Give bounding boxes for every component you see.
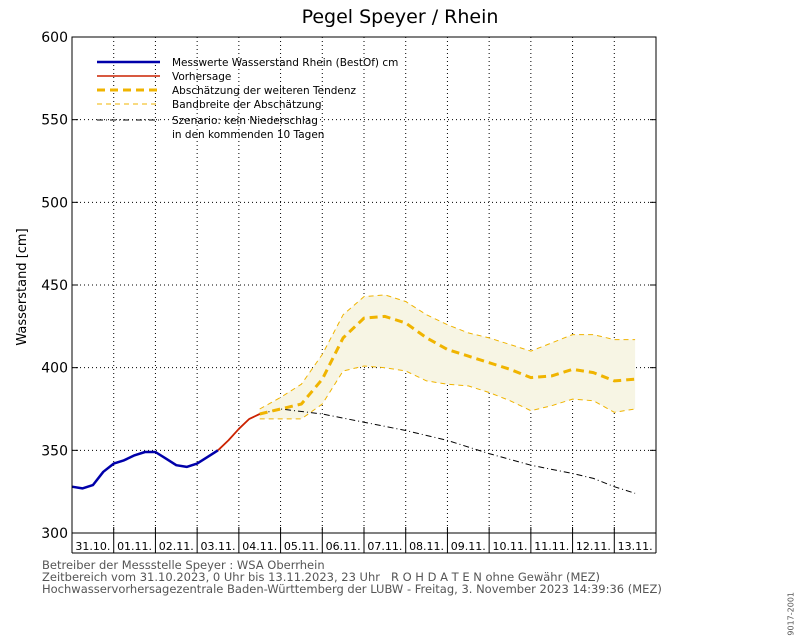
x-tick-label: 03.11. (201, 540, 236, 553)
band-upper-line (259, 294, 636, 410)
forecast-line (217, 413, 261, 451)
x-tick-label: 12.11. (576, 540, 611, 553)
legend-label-tendency: Abschätzung der weiteren Tendenz (172, 85, 357, 97)
x-tick-label: 08.11. (409, 540, 444, 553)
measured-line (71, 449, 219, 490)
band-area (259, 294, 636, 419)
x-tick-label: 07.11. (367, 540, 402, 553)
band-fill (259, 294, 636, 419)
axes: 300 350 400 450 500 550 600 31.10. 01.11. 02.11. 0… (41, 30, 657, 554)
footer-operator: Betreiber der Messstelle Speyer : WSA Ob… (42, 558, 325, 572)
series-lines (71, 294, 636, 494)
footer-provider: Hochwasservorhersagezentrale Baden-Württ… (42, 582, 662, 596)
band-lower-line (259, 365, 636, 420)
x-tick-label: 06.11. (326, 540, 361, 553)
y-tick-label: 300 (41, 526, 68, 542)
x-tick-label: 05.11. (284, 540, 319, 553)
y-tick-label: 500 (41, 195, 68, 211)
legend-label-measured: Messwerte Wasserstand Rhein (BestOf) cm (172, 57, 398, 69)
legend: Messwerte Wasserstand Rhein (BestOf) cm V… (97, 57, 398, 141)
y-tick-label: 400 (41, 361, 68, 377)
chart: Pegel Speyer / Rhein Wasserstand [cm] 30… (15, 6, 657, 554)
station-id: 9017-2001 (787, 592, 796, 636)
chart-title: Pegel Speyer / Rhein (302, 6, 499, 28)
y-tick-label: 350 (41, 443, 68, 459)
legend-label-scenario-line2: in den kommenden 10 Tagen (172, 129, 324, 141)
y-axis-label: Wasserstand [cm] (15, 228, 30, 345)
scenario-line (259, 408, 636, 494)
legend-label-band: Bandbreite der Abschätzung (172, 99, 322, 111)
x-tick-label: 13.11. (618, 540, 653, 553)
legend-label-forecast: Vorhersage (172, 71, 231, 83)
y-tick-label: 550 (41, 113, 68, 129)
x-tick-label: 09.11. (451, 540, 486, 553)
x-tick-label: 01.11. (117, 540, 152, 553)
x-tick-label: 02.11. (159, 540, 194, 553)
y-tick-label: 600 (41, 30, 68, 46)
x-tick-label: 11.11. (534, 540, 569, 553)
footer-time-range: Zeitbereich vom 31.10.2023, 0 Uhr bis 13… (42, 570, 600, 584)
x-tick-label: 04.11. (242, 540, 277, 553)
grid (72, 37, 656, 533)
legend-label-scenario: Szenario: kein Niederschlag (172, 115, 318, 127)
y-tick-label: 450 (41, 278, 68, 294)
x-tick-label: 31.10. (75, 540, 110, 553)
x-tick-label: 10.11. (493, 540, 528, 553)
